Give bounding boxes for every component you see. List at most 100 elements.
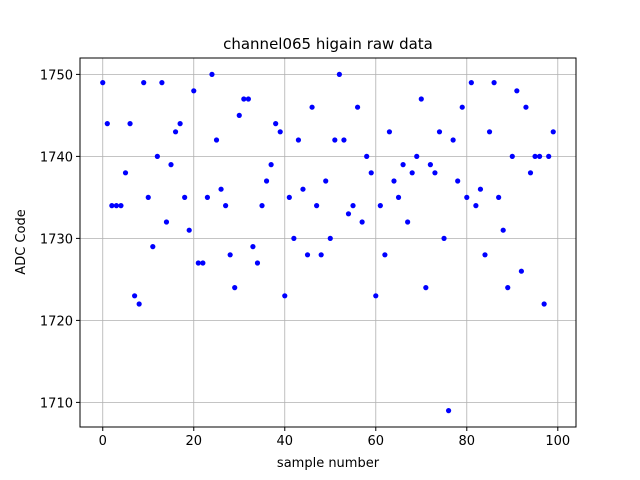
data-point — [336, 71, 342, 77]
data-point — [354, 104, 361, 110]
data-point — [445, 408, 452, 414]
x-tick-label: 80 — [459, 434, 476, 449]
data-point — [345, 211, 352, 217]
data-point — [245, 96, 251, 102]
data-point — [405, 219, 411, 225]
data-point — [509, 153, 515, 159]
data-point — [436, 129, 443, 135]
x-tick-label: 100 — [545, 434, 570, 449]
data-point — [300, 186, 306, 192]
data-point — [159, 80, 165, 86]
data-point — [150, 244, 156, 250]
data-point — [254, 260, 261, 266]
data-point — [541, 301, 547, 307]
y-tick-label: 1710 — [40, 396, 73, 411]
data-point — [195, 260, 201, 266]
data-point — [550, 129, 556, 135]
data-point — [223, 203, 229, 209]
data-point — [141, 80, 147, 86]
data-point — [359, 219, 365, 225]
y-axis-label: ADC Code — [14, 209, 29, 274]
data-point — [172, 129, 179, 135]
y-tick-label: 1740 — [40, 150, 73, 165]
data-point — [382, 252, 388, 258]
data-point — [177, 121, 183, 127]
data-point — [100, 80, 106, 86]
data-points — [100, 71, 556, 414]
data-point — [182, 194, 188, 200]
data-point — [486, 129, 493, 135]
data-point — [163, 219, 170, 225]
data-point — [364, 153, 370, 159]
data-point — [295, 137, 302, 143]
data-point — [527, 170, 534, 176]
data-point — [213, 137, 220, 143]
data-point — [122, 170, 129, 176]
data-point — [218, 186, 224, 192]
data-point — [395, 194, 402, 200]
data-point — [186, 227, 192, 233]
data-point — [518, 268, 524, 274]
data-point — [491, 80, 497, 86]
data-point — [455, 178, 461, 184]
y-tick-label: 1750 — [40, 68, 73, 83]
data-point — [459, 104, 465, 110]
data-point — [236, 112, 242, 118]
data-point — [468, 80, 474, 86]
plot-frame — [79, 57, 577, 428]
data-point — [227, 252, 233, 258]
data-point — [523, 104, 529, 110]
data-point — [332, 137, 338, 143]
y-axis-ticks: 1710 1720 1730 1740 1750 — [40, 68, 80, 411]
data-point — [464, 194, 470, 200]
data-point — [132, 293, 138, 299]
data-point — [368, 170, 374, 176]
data-point — [109, 203, 115, 209]
data-point — [482, 252, 488, 258]
data-point — [250, 244, 256, 250]
y-tick-label: 1730 — [40, 232, 73, 247]
data-point — [327, 235, 333, 241]
data-point — [473, 203, 479, 209]
data-point — [532, 153, 538, 159]
data-point — [291, 235, 297, 241]
data-point — [414, 153, 420, 159]
data-point — [209, 71, 215, 77]
data-point — [127, 121, 133, 127]
data-point — [268, 162, 274, 168]
data-point — [441, 235, 447, 241]
data-point — [377, 203, 383, 209]
data-point — [309, 104, 315, 110]
data-point — [450, 137, 456, 143]
x-axis-label: sample number — [277, 456, 380, 471]
x-tick-label: 0 — [99, 434, 107, 449]
data-point — [496, 194, 502, 200]
data-point — [350, 203, 356, 209]
data-point — [277, 129, 283, 135]
data-point — [273, 121, 279, 127]
data-point — [191, 88, 197, 94]
data-point — [282, 293, 288, 299]
data-point — [386, 129, 393, 135]
data-point — [241, 96, 247, 102]
data-point — [536, 153, 543, 159]
data-point — [323, 178, 329, 184]
x-axis-ticks: 0 20 40 60 80 100 — [99, 427, 570, 449]
data-point — [432, 170, 438, 176]
data-point — [200, 260, 206, 266]
data-point — [204, 194, 211, 200]
data-point — [409, 170, 415, 176]
data-point — [341, 137, 347, 143]
data-point — [168, 162, 174, 168]
data-point — [391, 178, 397, 184]
data-point — [113, 203, 120, 209]
x-tick-label: 60 — [368, 434, 385, 449]
data-point — [136, 301, 142, 307]
data-point — [546, 153, 552, 159]
data-point — [427, 162, 433, 168]
data-point — [259, 203, 265, 209]
data-point — [232, 285, 238, 291]
data-point — [286, 194, 292, 200]
chart-title: channel065 higain raw data — [223, 35, 433, 53]
